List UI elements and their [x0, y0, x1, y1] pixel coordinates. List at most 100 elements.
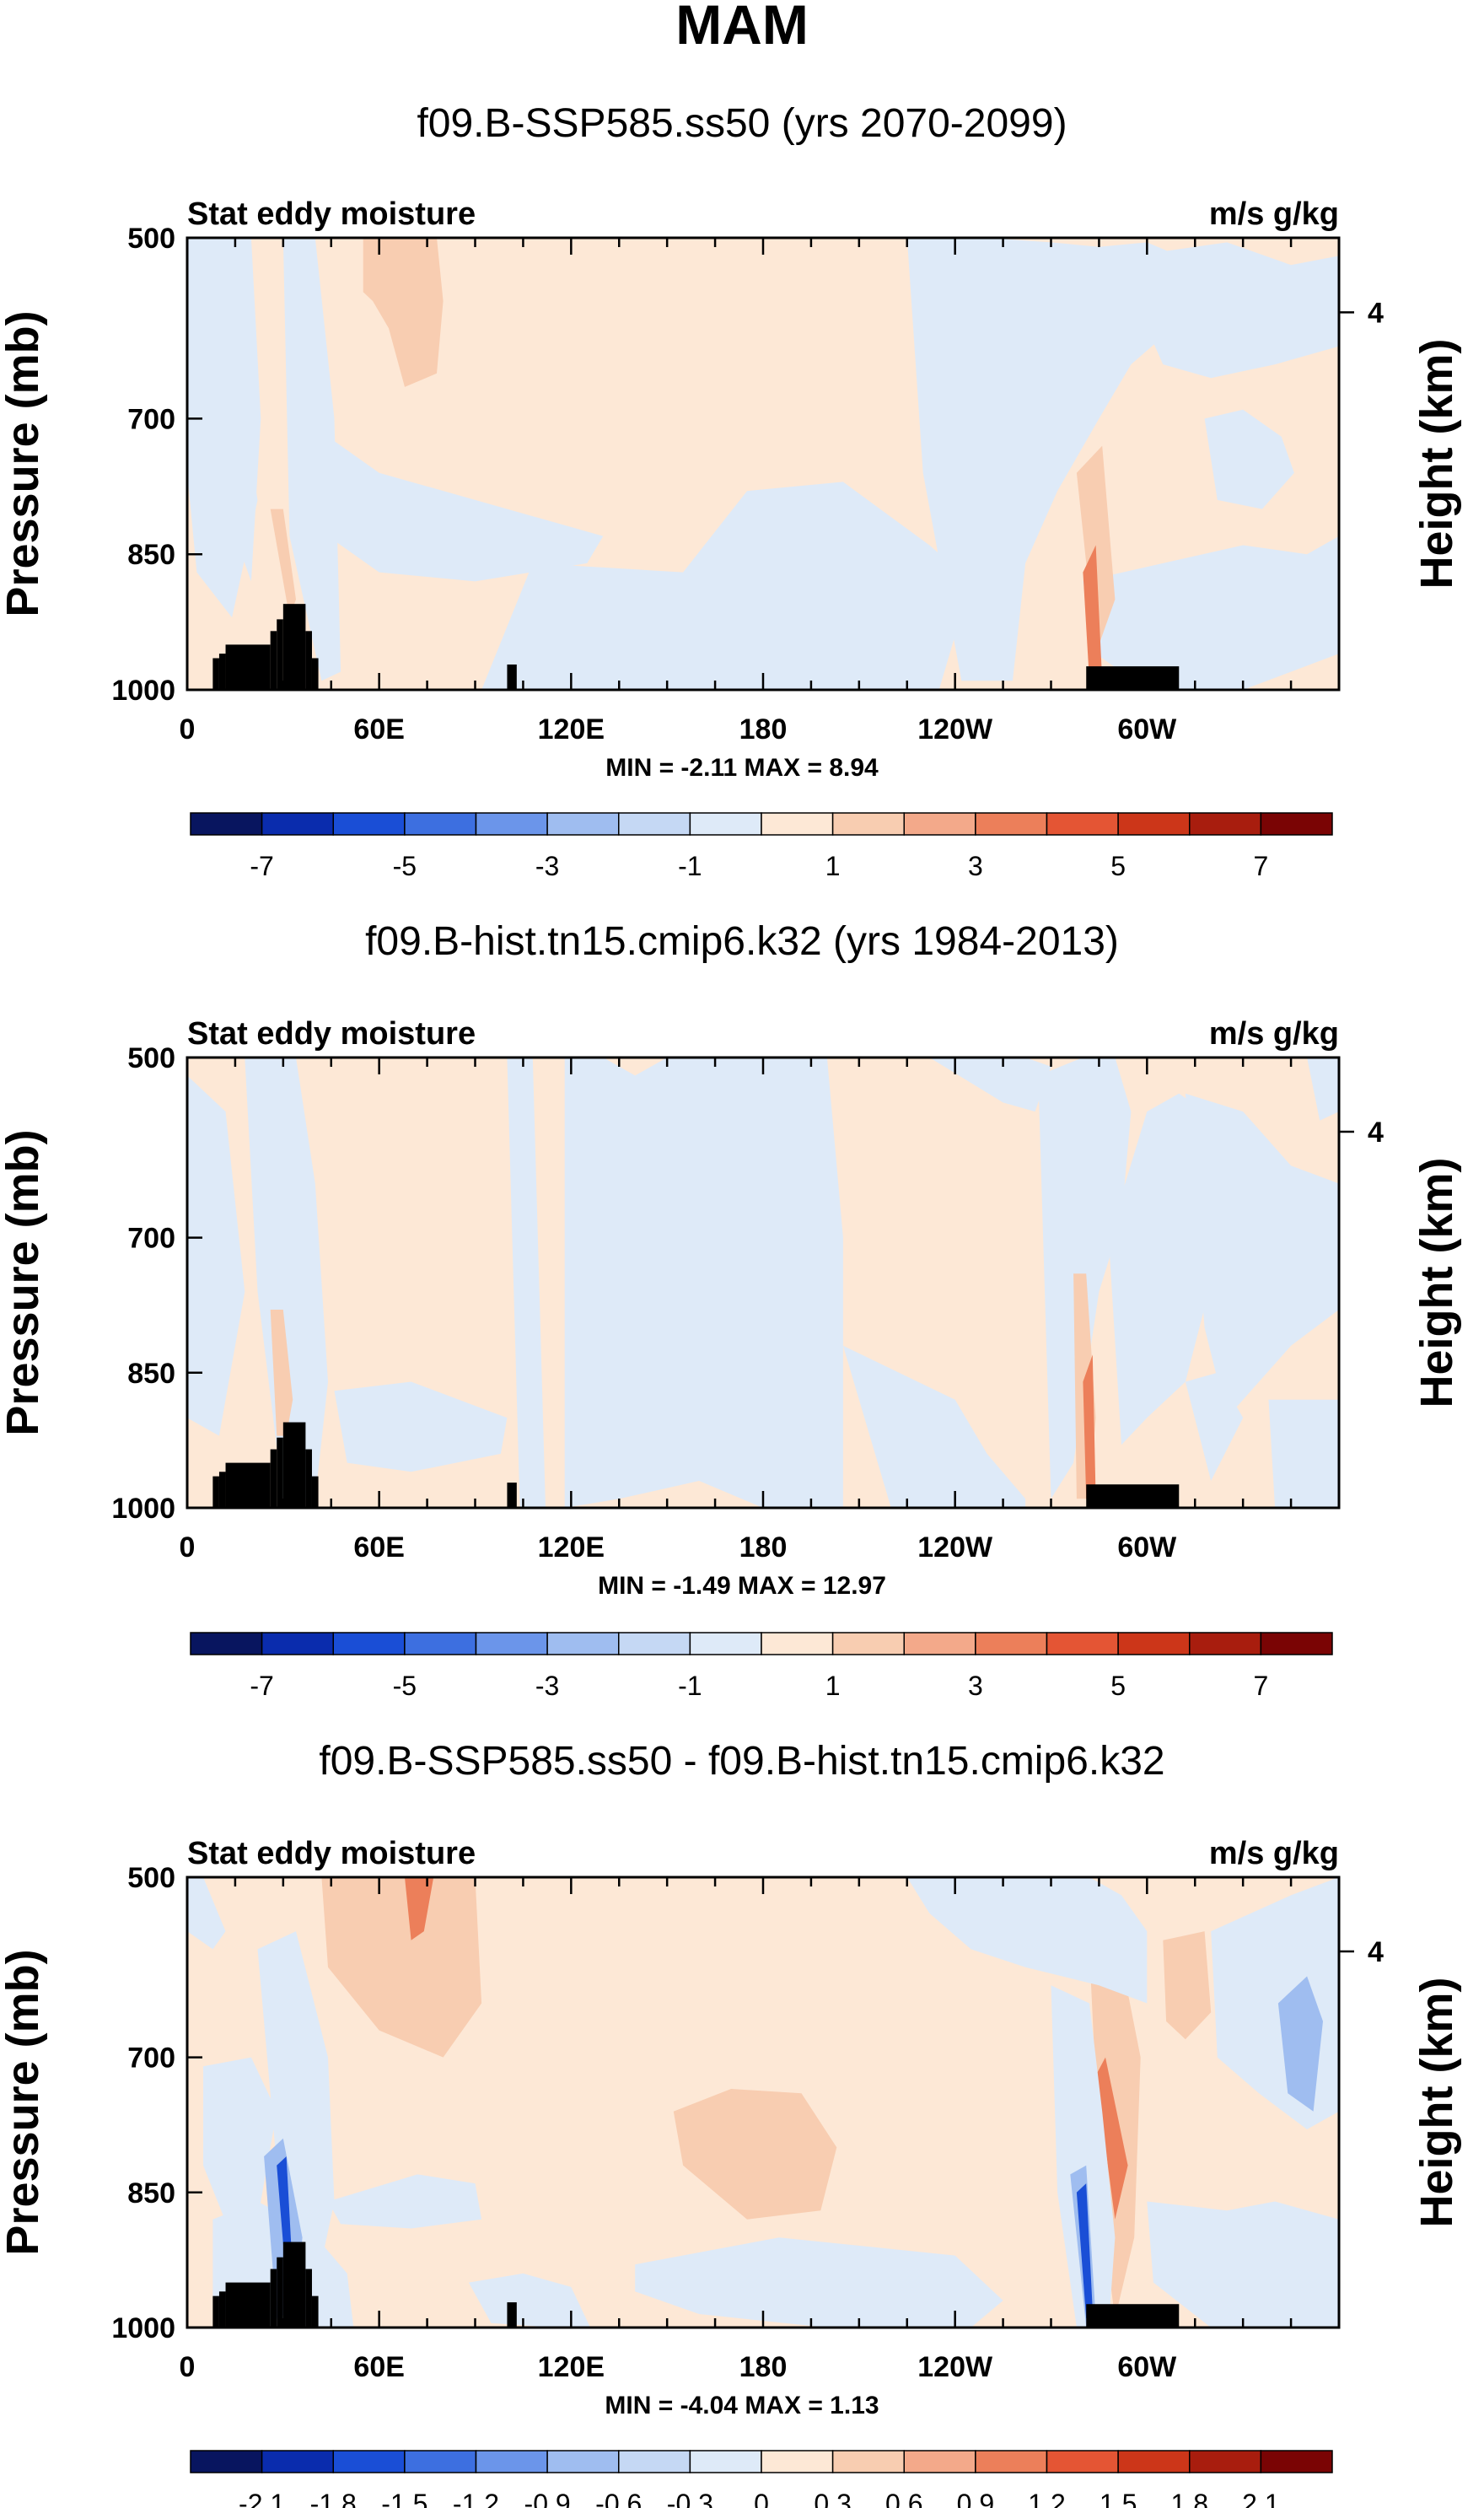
contour-region-12 — [1185, 1372, 1244, 1481]
contour-region-15 — [270, 1310, 293, 1436]
left-label: Stat eddy moisture — [187, 196, 476, 232]
contour-region-15 — [906, 1877, 1148, 2004]
topography-block-4 — [270, 631, 277, 690]
colorbar-swatch — [761, 812, 834, 836]
y-tick-label: 700 — [127, 2042, 175, 2075]
topography-block-5 — [277, 1437, 283, 1508]
contour-region-16 — [270, 509, 296, 618]
topography-block-6 — [282, 604, 306, 690]
x-tick-label: 120E — [538, 1531, 605, 1563]
colorbar-label: -1 — [678, 851, 702, 881]
y-tick-label: 850 — [127, 539, 175, 571]
contour-region-13 — [1268, 1399, 1339, 1508]
x-tick-label: 180 — [739, 1531, 788, 1563]
colorbar-swatch — [546, 812, 620, 836]
y-tick-label: 1000 — [111, 2312, 175, 2344]
x-tick-label: 60E — [353, 2351, 405, 2383]
colorbar-swatch — [475, 1632, 548, 1655]
contour-region-3 — [245, 1058, 328, 1499]
colorbar-label: -3 — [535, 1671, 559, 1701]
colorbar: -7 -5 -3 -1 1 3 5 7 — [190, 812, 1333, 881]
colorbar-swatch — [404, 812, 477, 836]
colorbar-label: 0 — [754, 2489, 769, 2508]
topography-block-8 — [311, 2295, 319, 2328]
topography-block-4 — [270, 2269, 277, 2328]
colorbar-label: -1 — [678, 1671, 702, 1701]
colorbar-label: 1 — [825, 1671, 841, 1701]
contour-region-7 — [1095, 2057, 1128, 2220]
topography-block-8 — [311, 1476, 319, 1508]
contour-region-10 — [906, 238, 1180, 681]
colorbar-swatch — [190, 1632, 263, 1655]
contour-region-8 — [929, 1058, 1051, 1112]
y2-axis-label: Height (km) — [1411, 1978, 1462, 2228]
colorbar-swatch — [831, 1632, 905, 1655]
min-max-label: MIN = -1.49 MAX = 12.97 — [598, 1572, 886, 1600]
chart-title: f09.B-SSP585.ss50 (yrs 2070-2099) — [417, 101, 1067, 146]
x-tick-label: 180 — [739, 2351, 788, 2383]
contour-region-10 — [257, 1931, 335, 2292]
contour-region-17 — [1083, 1354, 1096, 1499]
topography-block-10 — [1086, 666, 1180, 690]
contour-field — [187, 238, 1339, 690]
left-label: Stat eddy moisture — [187, 1836, 476, 1871]
contour-region-16 — [1051, 1985, 1116, 2328]
colorbar-label: 1 — [825, 851, 841, 881]
colorbar-label: -2.1 — [239, 2489, 285, 2508]
colorbar-label: -0.9 — [524, 2489, 571, 2508]
contour-region-13 — [468, 2273, 591, 2328]
colorbar-label: -5 — [393, 851, 417, 881]
colorbar-swatch — [903, 2450, 976, 2473]
topography-block-2 — [218, 654, 226, 690]
colorbar-swatch — [618, 812, 691, 836]
colorbar-swatch — [1260, 1632, 1333, 1655]
x-tick-label: 60E — [353, 713, 405, 745]
colorbar-swatch — [761, 2450, 834, 2473]
contour-region-14 — [1307, 1058, 1339, 1121]
colorbar-swatch — [1189, 812, 1262, 836]
contour-region-14 — [635, 2237, 1003, 2328]
colorbar-swatch — [1117, 812, 1191, 836]
topography-block-1 — [212, 658, 219, 690]
contour-region-19 — [1277, 1976, 1323, 2112]
contour-field — [187, 1877, 1339, 2328]
colorbar-swatch — [689, 812, 762, 836]
y2-tick-label: 4 — [1368, 1936, 1384, 1968]
chart-panel-1: f09.B-SSP585.ss50 (yrs 2070-2099) Stat ed… — [0, 101, 1462, 881]
contour-region-7 — [282, 238, 341, 681]
y-axis-label: Pressure (mb) — [0, 310, 48, 616]
colorbar-swatch — [1046, 2450, 1119, 2473]
colorbar-swatch — [975, 1632, 1048, 1655]
chart-panel-3: f09.B-SSP585.ss50 - f09.B-hist.tn15.cmip… — [0, 1739, 1462, 2508]
y-tick-label: 700 — [127, 403, 175, 435]
contour-region-4 — [673, 2089, 837, 2220]
panels: f09.B-SSP585.ss50 (yrs 2070-2099) Stat ed… — [0, 101, 1462, 2508]
x-tick-label: 0 — [180, 713, 196, 745]
y-tick-label: 850 — [127, 2177, 175, 2209]
topography-block-1 — [212, 1476, 219, 1508]
colorbar-label: -0.3 — [667, 2489, 713, 2508]
topography-block-6 — [282, 1422, 306, 1508]
colorbar-swatch — [190, 812, 263, 836]
contour-region-15 — [363, 238, 444, 387]
topography-block-9 — [507, 1483, 517, 1508]
x-tick-label: 60W — [1117, 1531, 1177, 1563]
y-tick-label: 500 — [127, 223, 175, 255]
colorbar-label: 1.8 — [1171, 2489, 1208, 2508]
colorbar-swatch — [689, 1632, 762, 1655]
colorbar-swatch — [404, 1632, 477, 1655]
colorbar-swatch — [975, 812, 1048, 836]
contour-region-6 — [564, 1058, 843, 1508]
chart-title: f09.B-hist.tn15.cmip6.k32 (yrs 1984-2013… — [365, 919, 1119, 964]
colorbar-label: -1.8 — [310, 2489, 357, 2508]
contour-region-11 — [1131, 242, 1339, 379]
contour-region-6 — [212, 238, 261, 582]
y-tick-label: 500 — [127, 1862, 175, 1894]
x-tick-label: 0 — [180, 1531, 196, 1563]
colorbar-swatch — [831, 2450, 905, 2473]
colorbar-label: 1.5 — [1100, 2489, 1137, 2508]
units-label: m/s g/kg — [1209, 196, 1339, 232]
topography-block-10 — [1086, 1484, 1180, 1508]
colorbar-swatch — [1189, 1632, 1262, 1655]
